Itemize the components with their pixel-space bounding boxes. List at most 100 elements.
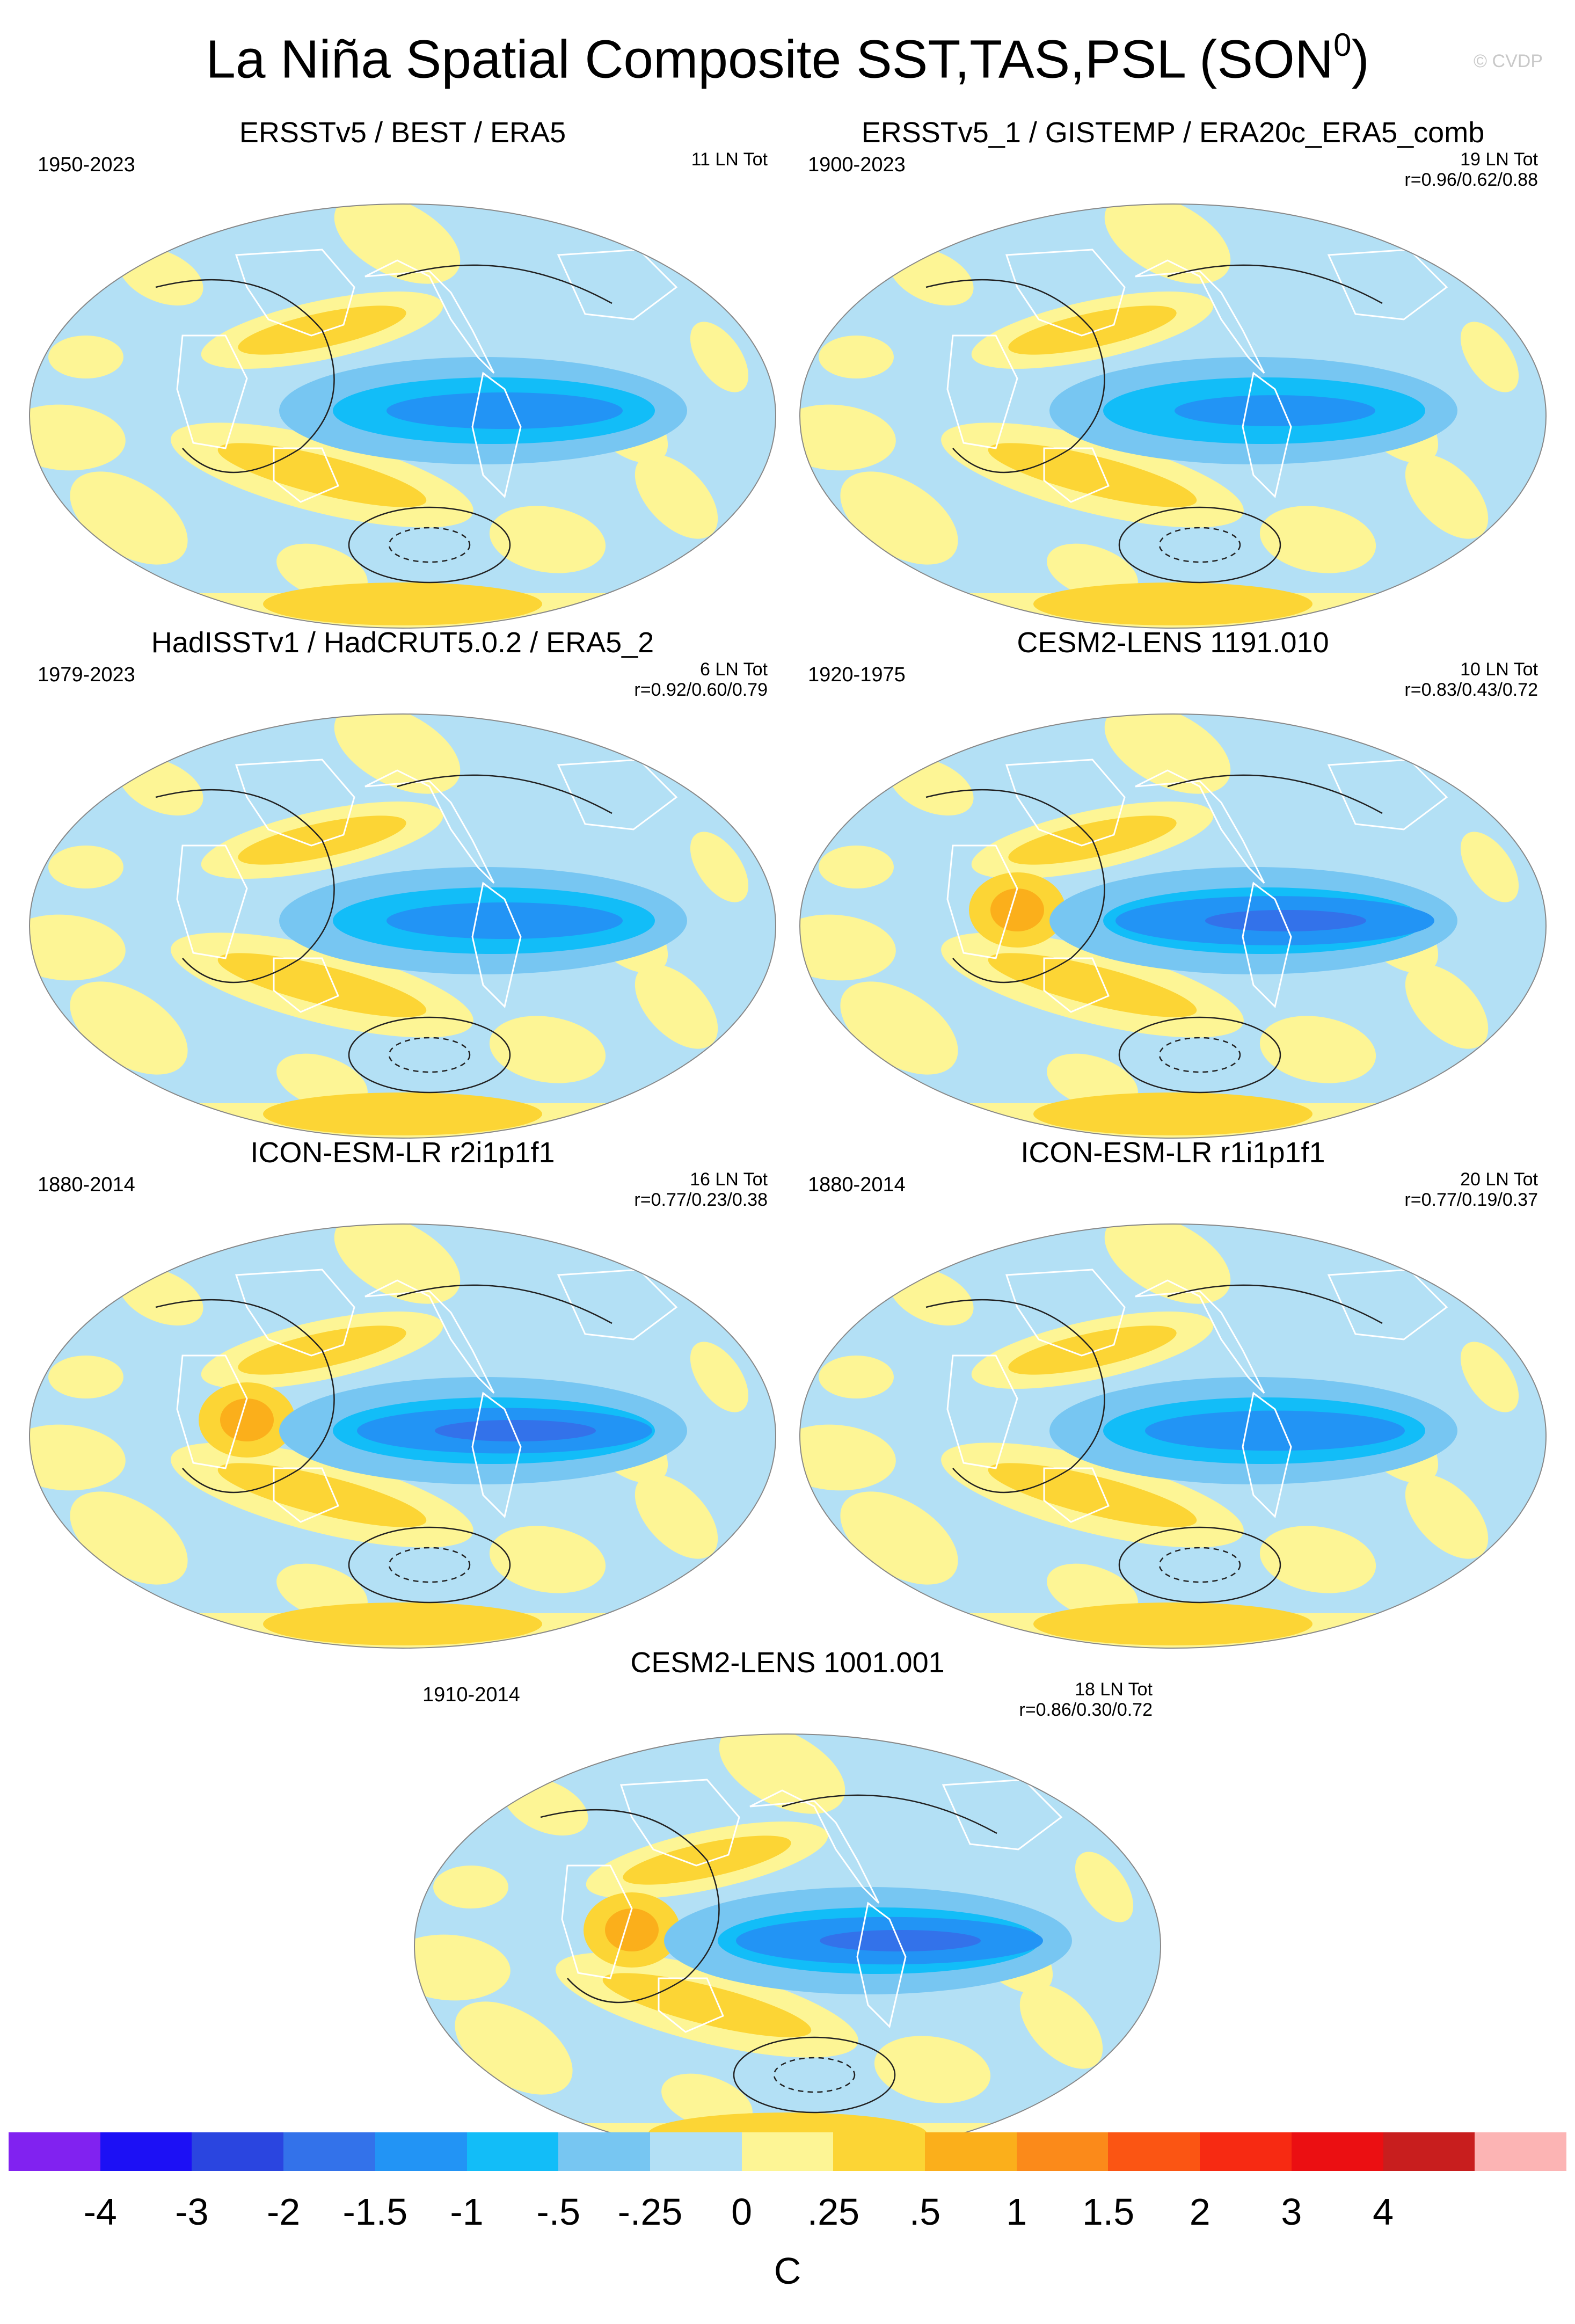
colorbar-ticks: -4 -3 -2 -1.5 -1 -.5 -.25 0 .25 .5 1 1.5 2 3 4 [9,2190,1566,2239]
weak-warm-anomaly [819,1356,894,1398]
colorbar-swatch [283,2132,375,2171]
panel-period: 1979-2023 [38,664,135,686]
warm-anomaly-south [988,953,1197,1017]
warm-anomaly-south [217,443,427,507]
weak-warm-anomaly [1405,1474,1489,1559]
map-outline [29,203,776,629]
coastline [1242,371,1292,498]
weak-warm-anomaly [334,714,461,794]
weak-warm-anomaly [635,964,718,1049]
colorbar-swatch [558,2132,650,2171]
cold-tongue-core [820,1930,981,1951]
coastline [1327,1269,1448,1341]
colorbar-tick-label: 3 [1281,2191,1302,2233]
weak-warm-anomaly [819,336,894,378]
weak-warm-anomaly [489,1016,606,1083]
coastline [1043,447,1110,503]
world-map [799,713,1547,1139]
map-field [800,204,1546,628]
weak-warm-anomaly [1460,832,1519,902]
panel-title: CESM2-LENS 1191.010 [1017,626,1329,659]
cold-tongue-core [1205,910,1366,931]
cold-tongue [1175,395,1375,426]
coastline [658,1977,724,2033]
panel-count: 11 LN Tot [691,149,768,170]
colorbar-swatch [1200,2132,1292,2171]
world-map [799,203,1547,629]
pressure-contour-negative [1158,527,1241,563]
colorbar-swatch [100,2132,192,2171]
weak-warm-anomaly [719,1734,845,1814]
colorbar-tick-label: -.25 [617,2191,683,2233]
weak-warm-anomaly [489,1526,606,1593]
map-field [800,714,1546,1138]
map-field [414,1734,1161,2158]
panel-title: HadISSTv1 / HadCRUT5.0.2 / ERA5_2 [151,626,654,659]
weak-warm-anomaly [1405,964,1489,1049]
weak-warm-anomaly [334,1224,461,1304]
weak-warm-anomaly [334,204,461,284]
weak-warm-anomaly [1460,1342,1519,1412]
pressure-contour [155,1299,335,1494]
weak-warm-anomaly [1259,1526,1376,1593]
map-panel: ICON-ESM-LR r1i1p1f1 1880-2014 20 LN Tot… [792,1135,1554,1651]
pressure-contour [1167,264,1383,304]
weak-warm-anomaly [1019,1984,1103,2069]
panel-correlation: r=0.86/0.30/0.72 [1019,1700,1153,1720]
panel-period: 1950-2023 [38,154,135,176]
colorbar-swatch [1291,2132,1383,2171]
cold-tongue-core [435,1420,596,1441]
map-outline [799,713,1547,1139]
coastline [557,249,678,320]
pressure-contour [348,506,511,584]
weak-warm-anomaly [1104,714,1231,794]
panel-title: ERSSTv5 / BEST / ERA5 [239,116,566,149]
map-panel: CESM2-LENS 1191.010 1920-1975 10 LN Tot … [792,625,1554,1141]
colorbar [9,2132,1566,2171]
colorbar-tick-label: -1.5 [342,2191,408,2233]
colorbar-swatch [1383,2132,1475,2171]
pressure-contour-negative [1158,1547,1241,1583]
colorbar-tick-label: .5 [909,2191,941,2233]
warm-anomaly-south [217,953,427,1017]
coastline [1135,259,1265,374]
map-outline [799,1223,1547,1649]
southern-ocean-anomaly [263,1602,542,1645]
panel-title: ICON-ESM-LR r2i1p1f1 [250,1136,555,1169]
cold-tongue [1145,1410,1405,1451]
warm-anomaly-south [988,443,1197,507]
map-field [30,1224,776,1648]
map-panel: ERSSTv5_1 / GISTEMP / ERA20c_ERA5_comb 1… [792,115,1554,631]
map-outline [799,203,1547,629]
coastline [471,881,522,1008]
map-outline [29,1223,776,1649]
colorbar-tick-label: .25 [807,2191,859,2233]
pressure-contour [1118,1016,1281,1094]
colorbar-tick-label: 0 [731,2191,753,2233]
coastline [557,759,678,830]
map-field [800,1224,1546,1648]
southern-ocean-anomaly [1033,1092,1312,1135]
weak-warm-anomaly [433,1866,508,1908]
colorbar-swatch [1475,2132,1566,2171]
pressure-contour-negative [388,527,471,563]
figure-title: La Niña Spatial Composite SST,TAS,PSL (S… [0,16,1575,91]
pressure-contour-negative [1158,1037,1241,1073]
pressure-contour [1118,1526,1281,1604]
warm-anomaly-maritime [220,1398,274,1441]
weak-warm-anomaly [1460,322,1519,392]
panel-title: CESM2-LENS 1001.001 [630,1647,945,1679]
map-panel: CESM2-LENS 1001.001 1910-2014 18 LN Tot … [406,1645,1169,2161]
world-map [29,713,776,1139]
colorbar-swatch [741,2132,834,2171]
coastline [1135,1279,1265,1394]
colorbar-tick-label: -.5 [536,2191,581,2233]
panel-correlation: r=0.92/0.60/0.79 [634,680,768,700]
pressure-contour [155,789,335,983]
coastline [273,1467,339,1523]
colorbar-tick-label: -3 [175,2191,209,2233]
coastline [1043,1467,1110,1523]
coastline [235,1269,355,1357]
weak-warm-anomaly [48,1356,123,1398]
coastline [471,371,522,498]
